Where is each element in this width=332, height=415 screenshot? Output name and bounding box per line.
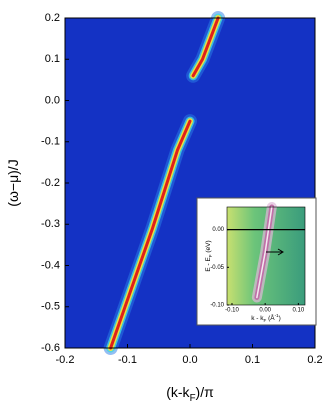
x-axis-label-part: (k-k bbox=[166, 384, 190, 400]
y-tick-label: -0.5 bbox=[41, 301, 60, 313]
x-axis-label: (k-kF)/π bbox=[166, 384, 214, 404]
dispersion-line bbox=[256, 206, 273, 299]
x-tick-label: -0.2 bbox=[56, 354, 75, 366]
y-tick-label: 0.00 bbox=[212, 227, 224, 233]
dispersion-line bbox=[191, 16, 220, 78]
y-tick-label: -0.10 bbox=[210, 303, 224, 309]
x-axis-label-part: F bbox=[190, 393, 196, 404]
y-tick-label: -0.1 bbox=[41, 136, 60, 148]
y-tick-label: -0.3 bbox=[41, 218, 60, 230]
x-tick-label: -0.10 bbox=[225, 308, 239, 314]
y-tick-label: -0.2 bbox=[41, 177, 60, 189]
x-axis-label-part: -1 bbox=[275, 313, 280, 318]
x-axis-label: k - kF (Å-1) bbox=[251, 313, 281, 323]
y-tick-label: 0.2 bbox=[45, 12, 60, 24]
y-tick-label: 0.1 bbox=[45, 53, 60, 65]
dispersion-line bbox=[109, 119, 192, 350]
arrow bbox=[266, 248, 284, 256]
y-tick-label: -0.4 bbox=[41, 259, 60, 271]
plot-frame bbox=[64, 17, 316, 349]
x-axis-label-part: k - k bbox=[251, 315, 264, 322]
y-tick-label: 0.0 bbox=[45, 94, 60, 106]
x-axis-label-part: )/π bbox=[196, 384, 215, 400]
y-tick-label: -0.05 bbox=[210, 265, 224, 271]
y-axis-label-part: (ω−μ)/J bbox=[5, 159, 21, 206]
x-axis-label-part: ) bbox=[279, 315, 281, 322]
x-tick-label: 0.00 bbox=[259, 308, 271, 314]
x-axis-label-part: F bbox=[263, 318, 266, 323]
y-tick-label: -0.6 bbox=[41, 342, 60, 354]
x-tick-label: 0.10 bbox=[293, 308, 305, 314]
x-tick-label: -0.1 bbox=[118, 354, 137, 366]
x-tick-label: 0.1 bbox=[245, 354, 260, 366]
x-axis-label-part: (Å bbox=[266, 313, 275, 322]
x-tick-label: 0.0 bbox=[182, 354, 197, 366]
y-axis-label-part: E - E bbox=[205, 257, 212, 272]
x-tick-label: 0.2 bbox=[307, 354, 322, 366]
y-axis-label-part: (eV) bbox=[205, 240, 212, 254]
y-axis-label: (ω−μ)/J bbox=[5, 159, 21, 206]
y-axis-label-part: F bbox=[208, 254, 213, 257]
y-axis-label: E - EF (eV) bbox=[205, 240, 213, 271]
plot-frame bbox=[226, 206, 306, 306]
